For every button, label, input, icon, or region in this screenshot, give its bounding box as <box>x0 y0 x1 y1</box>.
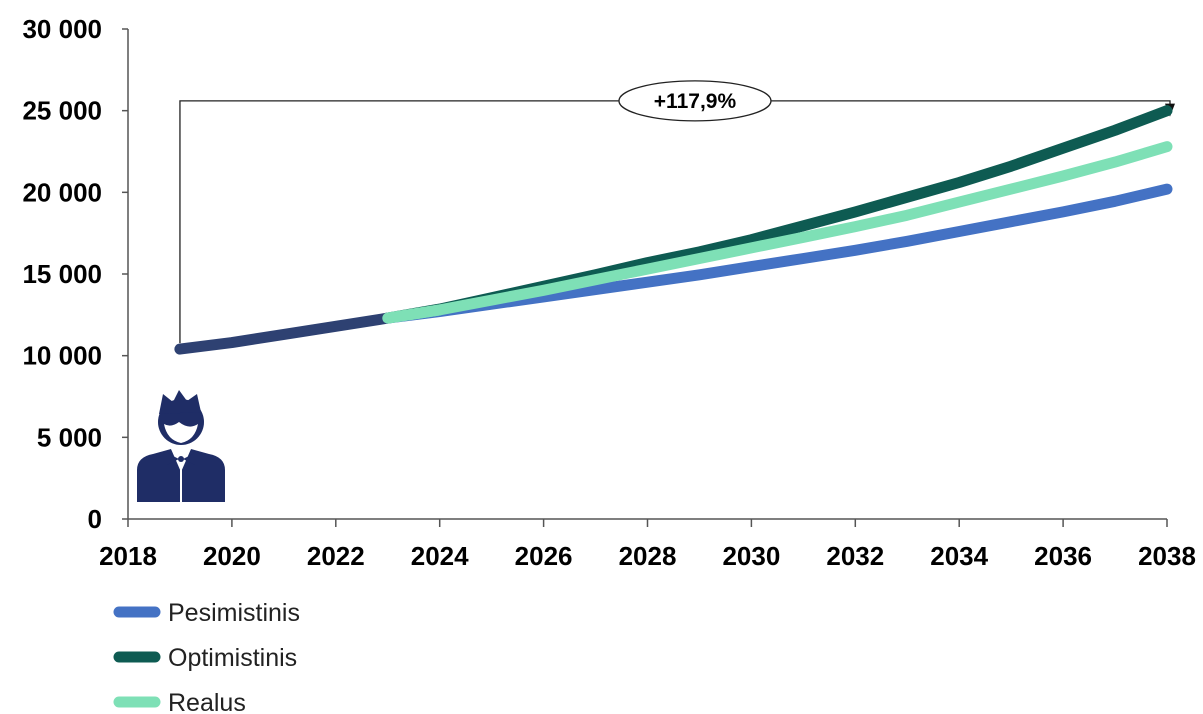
person-bowtie-icon <box>137 390 225 502</box>
x-tick-label: 2038 <box>1138 541 1196 571</box>
x-tick-label: 2034 <box>930 541 988 571</box>
x-tick-label: 2028 <box>619 541 677 571</box>
legend-label: Pesimistinis <box>168 599 300 627</box>
x-tick-label: 2020 <box>203 541 261 571</box>
legend-label: Realus <box>168 689 246 714</box>
series-line-realus <box>382 141 1173 324</box>
growth-annotation-label: +117,9% <box>654 90 737 113</box>
x-tick-label: 2024 <box>411 541 469 571</box>
series-line-realus-start <box>382 304 446 324</box>
axes <box>127 29 1167 520</box>
y-axis-ticks: 0 5 000 10 000 15 000 20 000 25 000 30 000 <box>22 14 128 534</box>
y-tick-label: 10 000 <box>22 341 102 371</box>
x-tick-label: 2030 <box>722 541 780 571</box>
y-tick-label: 25 000 <box>22 96 102 126</box>
series-line-history <box>174 312 394 355</box>
y-tick-label: 30 000 <box>22 14 102 44</box>
growth-annotation-bubble <box>618 80 772 122</box>
legend-label: Optimistinis <box>168 644 297 672</box>
x-axis-ticks: 2018 2020 2022 2024 2026 2028 2030 2032 2034 2036… <box>99 519 1196 571</box>
y-tick-label: 15 000 <box>22 259 102 289</box>
y-tick-label: 0 <box>88 504 102 534</box>
legend: Pesimistinis Optimistinis Realus <box>113 599 300 714</box>
growth-annotation: +117,9% <box>179 80 1175 344</box>
y-tick-label: 20 000 <box>22 177 102 207</box>
x-tick-label: 2032 <box>826 541 884 571</box>
y-tick-label: 5 000 <box>37 422 102 452</box>
series-lines <box>174 105 1173 355</box>
x-tick-label: 2026 <box>515 541 573 571</box>
x-tick-label: 2022 <box>307 541 365 571</box>
x-tick-label: 2036 <box>1034 541 1092 571</box>
x-tick-label: 2018 <box>99 541 157 571</box>
